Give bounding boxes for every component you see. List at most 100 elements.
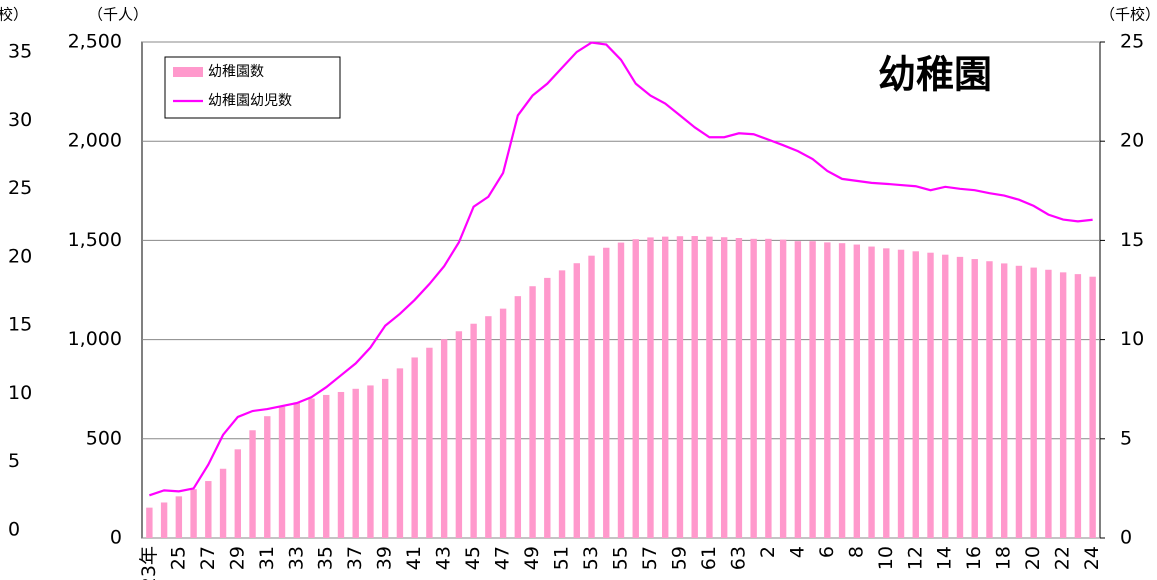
x-tick-label: 61: [698, 546, 720, 570]
legend-swatch: [173, 67, 203, 77]
bar: [779, 239, 787, 539]
extra-tick-label: 30: [8, 109, 32, 131]
bar: [750, 238, 757, 538]
bar: [1059, 272, 1067, 538]
bar: [544, 277, 551, 538]
bar: [234, 449, 241, 538]
y-tick-label: 500: [86, 427, 122, 449]
x-tick-label: 14: [934, 546, 956, 570]
bar: [720, 237, 728, 539]
y-tick-label: 1,000: [68, 328, 122, 350]
x-tick-label: 59: [668, 546, 690, 570]
bar: [529, 286, 536, 538]
legend-label: 幼稚園幼児数: [208, 93, 292, 109]
x-tick-label: 43: [433, 546, 455, 570]
bar: [426, 347, 433, 538]
bar: [146, 507, 153, 538]
x-tick-label: 25: [167, 546, 189, 570]
bar: [1089, 276, 1096, 538]
bar: [514, 296, 522, 538]
bar: [264, 416, 271, 538]
bar: [956, 256, 964, 538]
bar: [632, 239, 639, 538]
bar: [1001, 263, 1008, 538]
bar: [912, 251, 919, 538]
bar: [883, 248, 890, 538]
bar: [367, 385, 374, 538]
extra-tick-label: 35: [8, 41, 32, 63]
bar: [205, 481, 212, 538]
x-tick-label: 6: [816, 546, 838, 558]
x-tick-label: 49: [521, 546, 543, 570]
bar: [588, 255, 595, 538]
bar: [278, 406, 286, 538]
y-tick-label: 2,000: [68, 130, 122, 152]
y2-tick-label: 0: [1120, 527, 1132, 549]
bar: [794, 241, 802, 538]
y2-tick-label: 25: [1120, 31, 1144, 53]
x-tick-label: 45: [462, 546, 484, 570]
x-tick-label: 27: [197, 546, 219, 570]
bar: [411, 357, 418, 538]
bar: [809, 241, 816, 538]
x-tick-label: 16: [963, 546, 985, 570]
bar: [219, 468, 227, 538]
bar: [676, 236, 684, 539]
x-tick-label: 31: [256, 546, 278, 570]
bar: [927, 252, 934, 538]
extra-tick-label: 0: [8, 519, 20, 541]
x-tick-label: 2: [757, 546, 779, 558]
bar: [440, 339, 448, 538]
bar: [485, 316, 492, 538]
bar: [1045, 269, 1052, 538]
x-tick-label: 10: [875, 546, 897, 570]
x-tick-label: 20: [1022, 546, 1044, 570]
bar: [647, 237, 654, 538]
x-tick-label: 8: [845, 546, 867, 558]
y-tick-label: 0: [110, 527, 122, 549]
bar: [765, 238, 772, 538]
y-axis-label: （千人）: [88, 6, 148, 24]
bar: [838, 243, 846, 538]
bar: [868, 246, 875, 538]
y-tick-label: 2,500: [68, 31, 122, 53]
x-tick-label: 12: [904, 546, 926, 570]
bar: [691, 236, 698, 538]
y2-tick-label: 15: [1120, 229, 1144, 251]
bar: [337, 391, 345, 538]
x-tick-label: 41: [403, 546, 425, 570]
bar: [573, 263, 580, 538]
x-tick-label: 55: [610, 546, 632, 570]
bar: [249, 430, 256, 538]
line: [149, 41, 1093, 497]
bar: [455, 331, 463, 538]
bar: [499, 308, 507, 538]
x-tick-label: 24: [1081, 546, 1103, 570]
y-tick-label: 1,500: [68, 229, 122, 251]
extra-tick-label: 25: [8, 177, 32, 199]
y2-tick-label: 5: [1120, 427, 1132, 449]
bar: [603, 247, 610, 539]
extra-axis-label: 校）: [0, 6, 28, 24]
x-tick-label: 35: [315, 546, 337, 570]
x-tick-label: 51: [551, 546, 573, 570]
bar: [617, 242, 625, 538]
bar: [308, 398, 315, 538]
extra-tick-label: 20: [8, 245, 32, 267]
x-tick-label: 47: [492, 546, 514, 570]
x-tick-label: 33: [285, 546, 307, 570]
x-tick-label: 37: [344, 546, 366, 570]
y2-tick-label: 10: [1120, 328, 1144, 350]
bar: [175, 496, 183, 538]
x-tick-label: 22: [1052, 546, 1074, 570]
y2-axis-label: （千校）: [1100, 6, 1157, 24]
bar: [853, 244, 861, 538]
extra-tick-label: 10: [8, 382, 32, 404]
y2-tick-label: 20: [1120, 130, 1144, 152]
chart-title: 幼稚園: [878, 53, 992, 97]
x-tick-label: 29: [226, 546, 248, 570]
bar: [396, 368, 404, 538]
x-tick-label: 53: [580, 546, 602, 570]
bar: [706, 236, 713, 538]
